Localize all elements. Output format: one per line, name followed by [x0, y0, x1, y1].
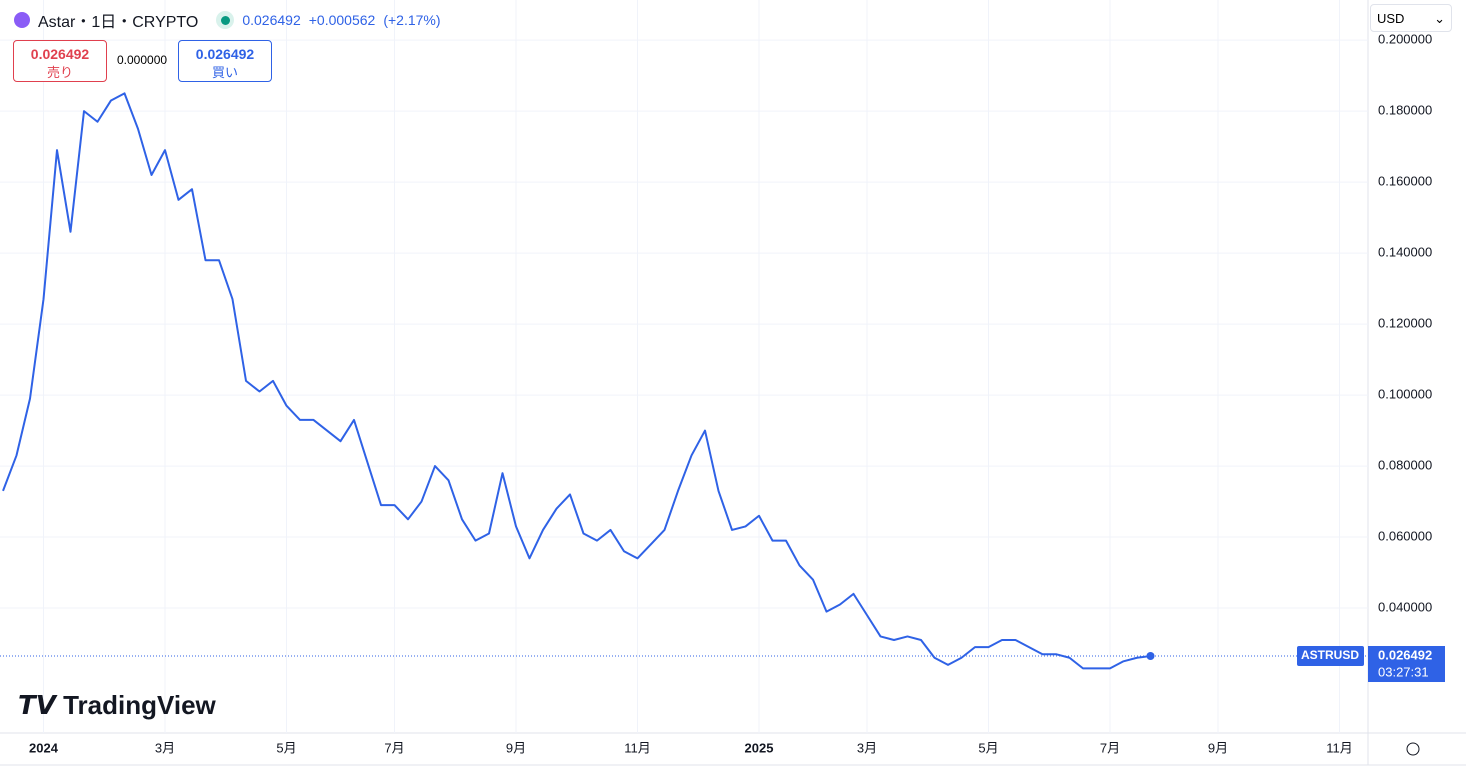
x-tick-label: 7月 [384, 740, 404, 755]
x-tick-label: 2025 [745, 740, 774, 755]
ticker: ASTRUSD [1301, 648, 1359, 662]
x-tick-label: 3月 [155, 740, 175, 755]
sell-label: 売り [46, 65, 73, 80]
logo: 𝙏𝙑 TradingView [18, 690, 216, 720]
y-tick-label: 0.080000 [1378, 458, 1432, 473]
countdown: 03:27:31 [1378, 664, 1429, 679]
price-line [2, 92, 1151, 670]
x-tick-label: 11月 [1326, 740, 1353, 755]
y-tick-label: 0.100000 [1378, 387, 1432, 402]
y-tick-label: 0.140000 [1378, 245, 1432, 260]
x-tick-label: 9月 [1208, 740, 1228, 755]
price-label: 0.026492 [1378, 647, 1432, 662]
buy-button[interactable]: 0.026492 買い [178, 40, 272, 82]
symbol[interactable]: Astar・1日・CRYPTO [38, 14, 199, 31]
change: +0.000562 [308, 12, 376, 28]
x-tick-label: 9月 [506, 740, 526, 755]
buy-price: 0.026492 [195, 46, 255, 62]
last-point [1146, 652, 1155, 661]
symbol-icon [14, 12, 30, 28]
change-pct: (+2.17%) [383, 12, 441, 28]
sell-price: 0.026492 [30, 46, 90, 62]
y-tick-label: 0.200000 [1378, 32, 1432, 47]
price-tag [1368, 646, 1445, 683]
y-tick-label: 0.040000 [1378, 599, 1432, 614]
y-tick-label: 0.120000 [1378, 316, 1432, 331]
ticker-tag [1297, 646, 1364, 667]
y-tick-label: 0.060000 [1378, 528, 1432, 543]
x-tick-label: 2024 [29, 740, 59, 755]
x-tick-label: 11月 [624, 740, 651, 755]
x-tick-label: 5月 [276, 740, 296, 755]
currency-select[interactable]: USD ⌄ [1370, 4, 1452, 32]
x-tick-label: 3月 [857, 740, 877, 755]
buy-label: 買い [211, 65, 238, 80]
price: 0.026492 [242, 12, 301, 28]
status [216, 11, 235, 29]
spread: 0.000000 [117, 53, 168, 67]
settings-icon [1406, 742, 1420, 756]
y-tick-label: 0.160000 [1378, 174, 1432, 189]
x-tick-label: 7月 [1100, 740, 1120, 755]
y-tick-label: 0.180000 [1378, 103, 1432, 118]
x-tick-label: 5月 [978, 740, 998, 755]
header: Astar・1日・CRYPTO 0.026492 +0.000562 (+2.1… [14, 8, 441, 32]
logo-text: TradingView [63, 690, 216, 720]
currency: USD [1377, 11, 1405, 26]
sell-button[interactable]: 0.026492 売り [13, 40, 107, 82]
